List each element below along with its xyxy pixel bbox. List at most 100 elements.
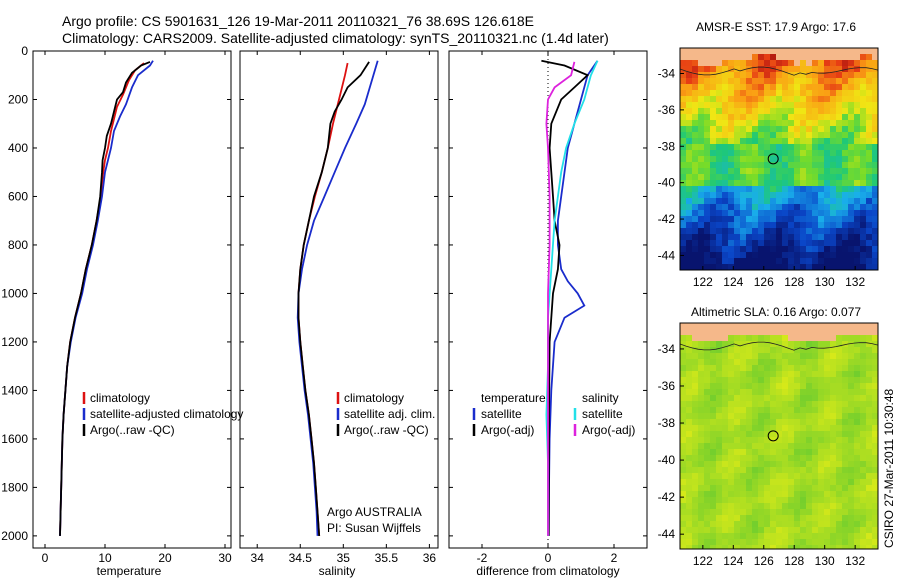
map-cell xyxy=(692,329,698,335)
map-cell xyxy=(866,437,872,443)
map-cell xyxy=(812,174,818,180)
map-cell xyxy=(854,383,860,389)
map-cell xyxy=(692,108,698,114)
map-cell xyxy=(812,413,818,419)
map-cell xyxy=(710,60,716,66)
map-cell xyxy=(782,258,788,264)
map-cell xyxy=(716,216,722,222)
map-cell xyxy=(764,138,770,144)
map-cell xyxy=(830,449,836,455)
map-cell xyxy=(752,162,758,168)
map-cell xyxy=(872,240,878,246)
map-cell xyxy=(824,144,830,150)
map-cell xyxy=(800,126,806,132)
map-cell xyxy=(848,150,854,156)
map-cell xyxy=(680,527,686,533)
map-cell xyxy=(692,485,698,491)
map-cell xyxy=(764,120,770,126)
map-cell xyxy=(800,443,806,449)
map-cell xyxy=(770,186,776,192)
map-cell xyxy=(686,335,692,341)
map-cell xyxy=(800,401,806,407)
map-cell xyxy=(872,96,878,102)
map-cell xyxy=(704,180,710,186)
map-cell xyxy=(698,198,704,204)
map-cell xyxy=(692,96,698,102)
map-cell xyxy=(704,258,710,264)
map-cell xyxy=(698,162,704,168)
map-cell xyxy=(812,431,818,437)
map-cell xyxy=(854,323,860,329)
map-cell xyxy=(866,246,872,252)
map-cell xyxy=(722,515,728,521)
map-cell xyxy=(716,503,722,509)
x-tick-label: 34.5 xyxy=(289,551,313,565)
map-cell xyxy=(812,150,818,156)
map-cell xyxy=(794,258,800,264)
map-cell xyxy=(740,419,746,425)
map-cell xyxy=(872,114,878,120)
map-cell xyxy=(776,323,782,329)
map-cell xyxy=(740,222,746,228)
map-cell xyxy=(818,126,824,132)
map-cell xyxy=(734,216,740,222)
map-cell xyxy=(872,126,878,132)
map-cell xyxy=(728,329,734,335)
map-cell xyxy=(710,425,716,431)
salinity-panel: 34 34.5 35 35.5 36 xyxy=(239,50,439,565)
map-cell xyxy=(740,126,746,132)
map-cell xyxy=(836,114,842,120)
map-cell xyxy=(872,84,878,90)
map-cell xyxy=(698,186,704,192)
map-cell xyxy=(692,527,698,533)
map-cell xyxy=(764,425,770,431)
map-cell xyxy=(734,353,740,359)
series-line xyxy=(297,61,370,536)
map-cell xyxy=(818,437,824,443)
map-cell xyxy=(710,545,716,549)
map-cell xyxy=(842,204,848,210)
lat-tick-label: -42 xyxy=(658,212,676,226)
map-cell xyxy=(848,192,854,198)
map-cell xyxy=(728,252,734,258)
map-cell xyxy=(704,84,710,90)
map-cell xyxy=(830,222,836,228)
map-cell xyxy=(740,252,746,258)
map-cell xyxy=(710,156,716,162)
map-cell xyxy=(734,527,740,533)
map-cell xyxy=(854,132,860,138)
map-cell xyxy=(824,90,830,96)
map-cell xyxy=(704,449,710,455)
map-cell xyxy=(698,258,704,264)
map-cell xyxy=(836,521,842,527)
map-cell xyxy=(758,479,764,485)
map-cell xyxy=(740,102,746,108)
map-cell xyxy=(764,210,770,216)
map-cell xyxy=(854,467,860,473)
map-cell xyxy=(794,96,800,102)
map-cell xyxy=(764,329,770,335)
map-cell xyxy=(728,234,734,240)
map-cell xyxy=(818,162,824,168)
map-cell xyxy=(872,216,878,222)
map-cell xyxy=(782,60,788,66)
map-cell xyxy=(704,365,710,371)
map-cell xyxy=(824,246,830,252)
map-cell xyxy=(836,527,842,533)
map-cell xyxy=(848,479,854,485)
map-cell xyxy=(782,497,788,503)
map-cell xyxy=(806,144,812,150)
map-cell xyxy=(758,120,764,126)
map-cell xyxy=(746,527,752,533)
map-cell xyxy=(872,515,878,521)
map-cell xyxy=(734,521,740,527)
map-cell xyxy=(686,527,692,533)
map-cell xyxy=(860,138,866,144)
map-cell xyxy=(680,126,686,132)
map-cell xyxy=(740,54,746,60)
map-cell xyxy=(716,365,722,371)
map-cell xyxy=(710,491,716,497)
x-tick-label: 35.5 xyxy=(375,551,399,565)
map-cell xyxy=(734,186,740,192)
map-cell xyxy=(746,186,752,192)
